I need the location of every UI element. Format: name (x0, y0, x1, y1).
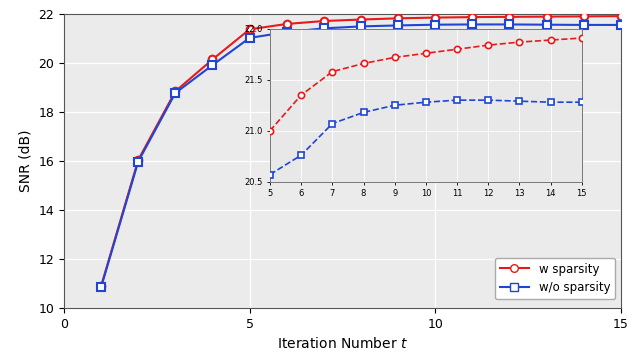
Y-axis label: SNR (dB): SNR (dB) (19, 130, 33, 192)
Legend: w sparsity, w/o sparsity: w sparsity, w/o sparsity (495, 258, 615, 299)
X-axis label: Iteration Number $t$: Iteration Number $t$ (276, 336, 408, 351)
